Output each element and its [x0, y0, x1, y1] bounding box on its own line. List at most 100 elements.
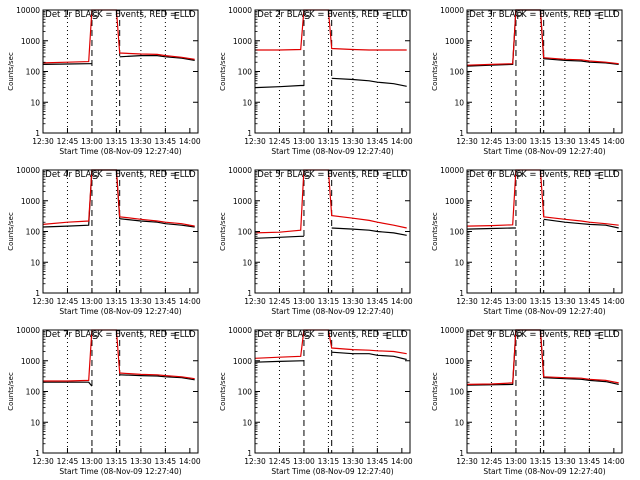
y-axis-label: Counts/sec [219, 372, 227, 411]
x-tick-label: 13:00 [293, 297, 315, 306]
events-series-line [254, 351, 407, 363]
panel-title: Det 3r BLACK = Events, RED = LLD [469, 10, 620, 20]
x-tick-label: 14:00 [391, 457, 413, 466]
events-series-line [43, 374, 195, 387]
y-tick-label: 10 [454, 258, 464, 267]
x-tick-label: 12:45 [269, 297, 291, 306]
panel-title: Det 1r BLACK = Events, RED = LLD [45, 10, 196, 20]
x-axis-label: Start Time (08-Nov-09 12:27:40) [59, 307, 181, 316]
y-tick-label: 10000 [16, 166, 40, 175]
detector-panel: 1 10 100 1000 10000 12:30 12:45 13:00 13:15 13:30… [7, 326, 201, 476]
plot-frame [254, 169, 411, 294]
y-tick-label: 1 [35, 449, 40, 458]
y-tick-label: 10000 [228, 6, 252, 15]
x-tick-label: 12:45 [57, 457, 79, 466]
x-tick-label: 14:00 [603, 137, 625, 146]
y-tick-label: 1 [247, 289, 252, 298]
x-tick-label: 14:00 [179, 297, 201, 306]
panel-title: Det 8r BLACK = Events, RED = LLD [257, 330, 408, 340]
y-tick-label: 1000 [21, 197, 40, 206]
event-marker-label: E [174, 171, 180, 182]
x-tick-label: 13:00 [293, 137, 315, 146]
x-tick-label: 13:45 [579, 297, 601, 306]
x-axis-label: Start Time (08-Nov-09 12:27:40) [483, 307, 605, 316]
x-axis-label: Start Time (08-Nov-09 12:27:40) [483, 467, 605, 476]
x-tick-label: 13:15 [106, 297, 128, 306]
y-axis-label: Counts/sec [219, 212, 227, 251]
x-tick-label: 13:00 [293, 457, 315, 466]
detector-panel: 1 10 100 1000 10000 12:30 12:45 13:00 13:15 13:30… [7, 6, 201, 156]
x-tick-label: 12:30 [32, 457, 54, 466]
y-tick-label: 10000 [228, 166, 252, 175]
plot-frame [42, 169, 199, 294]
y-axis-label: Counts/sec [431, 52, 439, 91]
x-tick-label: 13:00 [81, 297, 103, 306]
x-tick-label: 14:00 [179, 137, 201, 146]
x-tick-label: 14:00 [179, 457, 201, 466]
y-tick-label: 1000 [21, 37, 40, 46]
x-tick-label: 12:45 [269, 137, 291, 146]
event-marker-label: S [92, 11, 98, 22]
panel-title: Det 6r BLACK = Events, RED = LLD [469, 170, 620, 180]
x-tick-label: 13:45 [367, 297, 389, 306]
x-tick-label: 13:45 [579, 137, 601, 146]
detector-panel: 1 10 100 1000 10000 12:30 12:45 13:00 13:15 13:30… [431, 166, 625, 316]
x-axis-label: Start Time (08-Nov-09 12:27:40) [271, 467, 393, 476]
event-marker-label: S [304, 331, 310, 342]
x-tick-label: 12:30 [456, 457, 478, 466]
x-tick-label: 13:30 [554, 137, 576, 146]
event-marker-label: P [516, 331, 522, 342]
y-tick-label: 10000 [16, 6, 40, 15]
x-tick-label: 12:45 [269, 457, 291, 466]
x-tick-label: 12:45 [481, 297, 503, 306]
event-marker-label: S [304, 11, 310, 22]
y-tick-label: 1000 [445, 37, 464, 46]
x-tick-label: 13:30 [342, 457, 364, 466]
y-tick-label: 1000 [233, 37, 252, 46]
x-axis-label: Start Time (08-Nov-09 12:27:40) [483, 147, 605, 156]
y-tick-label: 1000 [445, 357, 464, 366]
y-tick-label: 100 [450, 68, 465, 77]
x-tick-label: 12:30 [32, 297, 54, 306]
event-marker-label: E [386, 331, 392, 342]
x-tick-label: 13:15 [318, 137, 340, 146]
y-tick-label: 10 [242, 258, 252, 267]
x-tick-label: 13:30 [342, 297, 364, 306]
x-tick-label: 12:30 [32, 137, 54, 146]
y-tick-label: 1000 [233, 197, 252, 206]
y-tick-label: 1 [35, 289, 40, 298]
y-tick-label: 10000 [440, 326, 464, 335]
y-tick-label: 1 [247, 129, 252, 138]
y-tick-label: 10 [242, 418, 252, 427]
x-tick-label: 13:45 [367, 137, 389, 146]
x-tick-label: 12:30 [244, 457, 266, 466]
event-marker-label: E [386, 171, 392, 182]
plot-frame [466, 9, 623, 134]
x-tick-label: 13:45 [579, 457, 601, 466]
y-tick-label: 100 [26, 388, 41, 397]
y-tick-label: 100 [450, 388, 465, 397]
x-tick-label: 13:15 [106, 457, 128, 466]
y-tick-label: 1000 [445, 197, 464, 206]
event-marker-label: S [92, 331, 98, 342]
detector-panel: 1 10 100 1000 10000 12:30 12:45 13:00 13:15 13:30… [219, 166, 413, 316]
y-tick-label: 100 [238, 228, 253, 237]
x-tick-label: 12:30 [456, 297, 478, 306]
event-marker-label: S [304, 171, 310, 182]
x-tick-label: 13:30 [554, 297, 576, 306]
x-tick-label: 13:15 [530, 137, 552, 146]
y-tick-label: 10 [30, 258, 40, 267]
events-series-line [254, 227, 407, 239]
y-tick-label: 10 [454, 418, 464, 427]
detector-panel: 1 10 100 1000 10000 12:30 12:45 13:00 13:15 13:30… [219, 326, 413, 476]
x-tick-label: 14:00 [391, 137, 413, 146]
y-tick-label: 10000 [16, 326, 40, 335]
y-axis-label: Counts/sec [431, 212, 439, 251]
y-tick-label: 10 [30, 418, 40, 427]
y-tick-label: 1 [459, 129, 464, 138]
event-marker-label: S [92, 171, 98, 182]
x-tick-label: 12:30 [456, 137, 478, 146]
y-tick-label: 1 [459, 289, 464, 298]
y-tick-label: 100 [26, 68, 41, 77]
